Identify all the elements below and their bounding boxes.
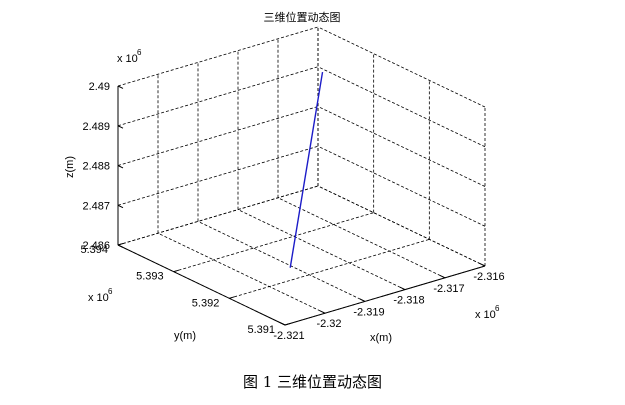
x-tick-mark [279,322,286,326]
grid-line [317,66,486,148]
x-multiplier-exponent: 6 [495,304,500,313]
x-tick-mark [319,310,326,314]
y-tick-mark [173,269,179,273]
grid-line [117,185,319,246]
z-tick-label: 2.486 [82,240,110,252]
y-tick-label: 5.393 [136,271,164,283]
x-axis-line [284,265,486,326]
grid-line [117,66,319,127]
y-tick-label: 5.394 [80,244,108,256]
y-multiplier-text: x 10 [88,292,109,304]
x-multiplier-text: x 10 [475,309,496,321]
z-multiplier: x 10 6 [117,48,142,65]
series-layer [289,71,324,268]
grid-line [117,145,319,206]
y-tick-mark [229,296,235,299]
trajectory-line [289,71,324,268]
grid-line [277,197,446,279]
y-multiplier-exponent: 6 [108,287,113,296]
x-tick-label: -2.318 [393,295,424,307]
z-tick-label: 2.49 [89,81,110,93]
z-tick-label: 2.487 [82,200,110,212]
z-tick-mark [117,125,124,129]
z-axis-label: z(m) [64,156,76,178]
y-axis-label: y(m) [174,330,196,342]
grid-line [173,212,374,273]
x-tick-label: -2.317 [433,283,464,295]
z-tick-label: 2.488 [82,161,110,173]
grid-line [317,185,486,267]
grid-line [157,232,326,314]
z-tick-label: 2.489 [82,121,110,133]
y-tick-label: 5.392 [192,297,220,309]
y-multiplier: x 10 6 [88,287,113,304]
x-tick-mark [399,286,406,291]
grid-line [317,26,486,108]
y-axis-line [117,244,286,326]
grid-line [117,26,319,87]
x-multiplier: x 10 6 [475,304,500,321]
y-tick-mark [117,243,124,246]
figure-caption: 图 1 三维位置动态图 [242,373,383,391]
x-tick-mark [479,263,486,267]
x-tick-mark [439,274,446,279]
x-axis-label: x(m) [370,332,392,344]
x-tick-label: -2.316 [473,271,504,283]
grid-line [229,238,430,299]
grid-line [117,106,319,166]
chart-title: 三维位置动态图 [264,10,341,24]
grid-line [317,106,486,187]
y-tick-mark [284,323,291,326]
tick-labels: -2.321 -2.32 -2.319 -2.318 -2.317 -2.316 5.391… [80,81,504,342]
grid-line [317,145,486,227]
x-tick-mark [359,298,366,302]
grid-lines [117,26,486,326]
grid-line [197,221,366,302]
grid-line [237,209,406,290]
z-tick-mark [117,165,124,169]
z-multiplier-exponent: 6 [137,48,142,57]
x-tick-label: -2.319 [353,306,384,318]
x-tick-label: -2.321 [273,330,304,342]
z-multiplier-text: x 10 [117,53,138,65]
axis-lines [117,85,486,326]
y-tick-label: 5.391 [247,324,275,336]
z-tick-mark [117,244,124,248]
z-tick-mark [117,204,124,209]
x-tick-label: -2.32 [316,318,341,330]
z-tick-mark [117,85,124,89]
